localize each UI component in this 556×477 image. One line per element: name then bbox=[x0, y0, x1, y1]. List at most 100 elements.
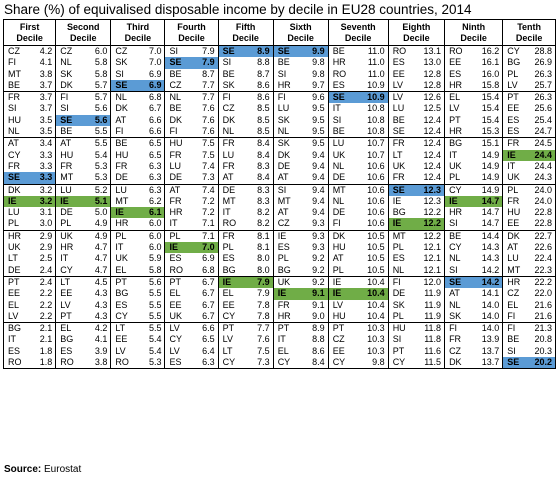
share-value: 5.5 bbox=[148, 288, 162, 299]
decile-cell: UK 6.7 bbox=[164, 310, 219, 324]
decile-cell: RO 5.3 bbox=[110, 357, 166, 370]
country-code: MT bbox=[332, 184, 346, 195]
decile-cell: BG 9.2 bbox=[273, 264, 329, 277]
share-value: 14.9 bbox=[481, 160, 500, 171]
share-value: 12.1 bbox=[423, 242, 442, 253]
share-value: 7.5 bbox=[257, 345, 270, 356]
table-row: DE 2.4 CY 4.7 EL 5.8 RO 6.8 BG 8.0 BG 9.2 PL 10.5 NL 12… bbox=[2, 264, 556, 277]
country-code: HR bbox=[277, 310, 291, 321]
country-code: DK bbox=[449, 357, 462, 368]
share-value: 10.9 bbox=[367, 92, 385, 103]
country-code: SI bbox=[169, 46, 178, 56]
decile-cell: SI 7.9 bbox=[164, 45, 219, 58]
country-code: NL bbox=[169, 92, 181, 103]
share-value: 7.4 bbox=[202, 184, 215, 195]
country-code: HR bbox=[169, 207, 183, 218]
country-code: BE bbox=[507, 334, 520, 345]
decile-cell: EE 6.7 bbox=[164, 299, 219, 311]
country-code: LV bbox=[222, 334, 233, 345]
table-row: RO 1.8 RO 3.8 RO 5.3 ES 6.3 CY 7.3 CY 8.4 CY 9.8 CY 11.… bbox=[2, 357, 556, 370]
decile-cell: FI 7.6 bbox=[164, 126, 219, 139]
country-code: SI bbox=[277, 184, 287, 195]
share-value: 4.3 bbox=[94, 299, 108, 310]
country-code: BE bbox=[222, 68, 235, 79]
country-code: LU bbox=[60, 184, 72, 195]
country-code: CY bbox=[392, 357, 406, 368]
decile-cell: PT 15.4 bbox=[444, 114, 504, 127]
share-value: 26.3 bbox=[534, 92, 552, 103]
country-code: BG bbox=[449, 138, 463, 149]
country-code: PL bbox=[332, 264, 344, 275]
country-code: ES bbox=[449, 68, 462, 79]
decile-cell: ES 1.8 bbox=[2, 345, 57, 358]
decile-cell: BE 10.8 bbox=[328, 126, 389, 139]
decile-cell: BE 9.8 bbox=[273, 57, 329, 69]
decile-cell: SK 8.6 bbox=[218, 79, 274, 93]
share-value: 8.7 bbox=[202, 68, 215, 79]
column-header-line: Decile bbox=[287, 32, 314, 43]
share-value: 12.4 bbox=[423, 172, 442, 183]
country-code: MT bbox=[8, 68, 21, 79]
country-code: EL bbox=[60, 323, 72, 334]
country-code: CY bbox=[222, 310, 236, 321]
share-value: 5.4 bbox=[148, 334, 162, 345]
country-code: LT bbox=[8, 253, 18, 264]
decile-cell: LU 10.7 bbox=[328, 137, 389, 150]
share-value: 24.3 bbox=[534, 172, 552, 183]
country-code: CZ bbox=[449, 345, 462, 356]
country-code: SE bbox=[277, 46, 290, 56]
country-code: SI bbox=[332, 114, 342, 125]
decile-cell: DK 5.7 bbox=[55, 79, 112, 93]
country-code: LV bbox=[169, 345, 180, 356]
decile-cell: DK 9.4 bbox=[273, 149, 329, 161]
share-value: 14.7 bbox=[481, 218, 500, 229]
decile-cell: CZ 4.2 bbox=[2, 45, 57, 58]
country-code: BE bbox=[115, 138, 128, 149]
share-value: 11.5 bbox=[424, 357, 442, 368]
share-value: 22.6 bbox=[534, 242, 552, 253]
country-code: LV bbox=[60, 299, 71, 310]
column-header: Seventh Decile bbox=[328, 19, 389, 46]
share-value: 14.2 bbox=[481, 264, 500, 275]
decile-cell: LV 25.7 bbox=[502, 79, 556, 93]
share-value: 12.1 bbox=[423, 264, 442, 275]
country-code: ES bbox=[392, 57, 405, 68]
share-value: 4.1 bbox=[94, 334, 108, 345]
decile-cell: CZ 10.3 bbox=[328, 334, 389, 346]
share-value: 5.3 bbox=[94, 160, 108, 171]
country-code: UK bbox=[507, 172, 520, 183]
share-value: 6.7 bbox=[202, 299, 215, 310]
country-code: HU bbox=[332, 310, 346, 321]
decile-cell: SE 12.4 bbox=[388, 126, 446, 139]
share-value: 25.6 bbox=[534, 103, 552, 114]
share-value: 6.3 bbox=[148, 172, 162, 183]
decile-cell: FR 3.7 bbox=[2, 91, 57, 104]
decile-cell: ES 5.5 bbox=[110, 299, 166, 311]
country-code: EL bbox=[8, 299, 20, 310]
country-code: RO bbox=[115, 357, 129, 368]
country-code: LV bbox=[115, 345, 126, 356]
decile-cell: NL 6.8 bbox=[110, 91, 166, 104]
share-value: 5.6 bbox=[148, 276, 162, 287]
column-header-line: Decile bbox=[403, 32, 430, 43]
country-code: SE bbox=[115, 79, 128, 90]
country-code: PL bbox=[392, 242, 404, 253]
country-code: IE bbox=[115, 207, 124, 218]
share-value: 12.4 bbox=[423, 126, 442, 137]
country-code: MT bbox=[507, 264, 521, 275]
decile-cell: BG 8.0 bbox=[218, 264, 274, 277]
decile-cell: MT 22.3 bbox=[502, 264, 556, 277]
decile-cell: RO 6.8 bbox=[164, 264, 219, 277]
share-value: 10.6 bbox=[367, 172, 385, 183]
decile-cell: CY 8.4 bbox=[273, 357, 329, 370]
decile-cell: LV 12.6 bbox=[388, 91, 446, 104]
share-value: 25.7 bbox=[534, 79, 552, 90]
decile-cell: IT 2.1 bbox=[2, 334, 57, 346]
decile-cell: IE 7.0 bbox=[164, 242, 219, 254]
column-header: Ninth Decile bbox=[444, 19, 504, 46]
decile-cell: BE 20.8 bbox=[502, 334, 556, 346]
share-value: 4.2 bbox=[94, 323, 108, 334]
share-value: 24.7 bbox=[534, 126, 552, 137]
country-code: IT bbox=[115, 242, 124, 253]
share-value: 9.4 bbox=[312, 184, 325, 195]
